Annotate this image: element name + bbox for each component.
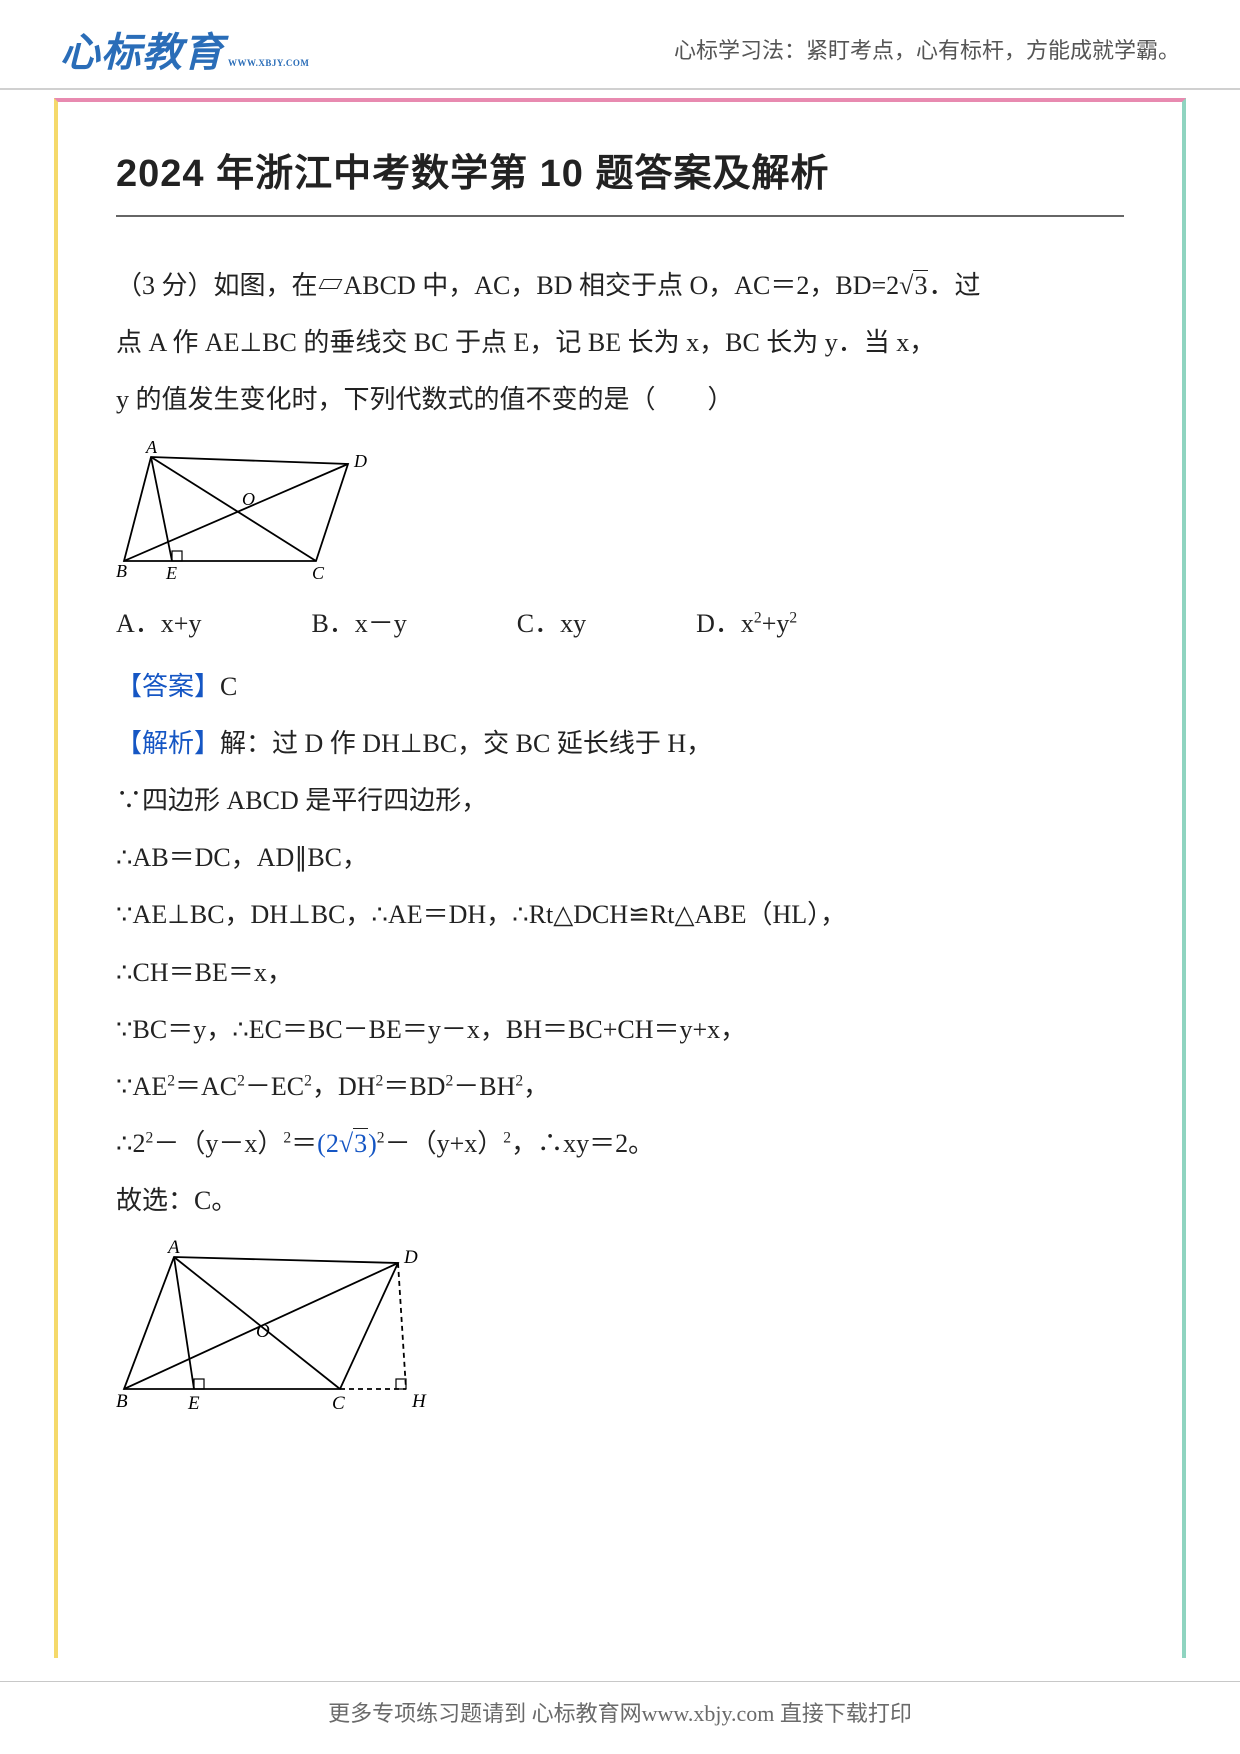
answer-label: 【答案】 — [116, 672, 220, 701]
logo-text: 心标教育 — [60, 20, 224, 78]
figure-1: A D B C E O — [116, 439, 1124, 589]
logo-url: WWW.XBJY.COM — [228, 58, 309, 68]
problem-line-3: y 的值发生变化时，下列代数式的值不变的是（ ） — [116, 371, 1124, 428]
page-footer: 更多专项练习题请到 心标教育网www.xbjy.com 直接下载打印 — [0, 1681, 1240, 1728]
solution-block: 【解析】解：过 D 作 DH⊥BC，交 BC 延长线于 H， ∵四边形 ABCD… — [116, 715, 1124, 1230]
svg-text:A: A — [166, 1239, 180, 1258]
option-d: D．x2+y2 — [696, 603, 797, 640]
parallelogram-diagram-2: A D B C E H O — [116, 1239, 436, 1414]
page-header: 心标教育 WWW.XBJY.COM 心标学习法：紧盯考点，心有标杆，方能成就学霸… — [0, 0, 1240, 90]
answer-block: 【答案】C — [116, 658, 1124, 715]
problem-line-1: （3 分）如图，在▱ABCD 中，AC，BD 相交于点 O，AC＝2，BD=23… — [116, 257, 1124, 314]
page-title: 2024 年浙江中考数学第 10 题答案及解析 — [116, 142, 1124, 217]
problem-text: （3 分）如图，在▱ABCD 中，AC，BD 相交于点 O，AC＝2，BD=23… — [116, 257, 1124, 429]
solution-line-2: ∵四边形 ABCD 是平行四边形， — [116, 772, 1124, 829]
svg-text:A: A — [145, 439, 158, 457]
solution-line-3: ∴AB＝DC，AD∥BC， — [116, 829, 1124, 886]
option-a: A．x+y — [116, 603, 201, 640]
solution-line-4: ∵AE⊥BC，DH⊥BC，∴AE＝DH，∴Rt△DCH≌Rt△ABE（HL）， — [116, 886, 1124, 943]
svg-text:O: O — [242, 489, 255, 509]
tagline-text: 心标学习法：紧盯考点，心有标杆，方能成就学霸。 — [674, 33, 1180, 65]
svg-text:E: E — [187, 1393, 200, 1414]
solution-line-5: ∴CH＝BE＝x， — [116, 944, 1124, 1001]
svg-text:H: H — [411, 1391, 427, 1412]
answer-line: 【答案】C — [116, 658, 1124, 715]
svg-text:C: C — [332, 1393, 345, 1414]
svg-text:D: D — [403, 1247, 418, 1268]
svg-text:B: B — [116, 561, 127, 581]
answer-options: A．x+y B．x－y C．xy D．x2+y2 — [116, 603, 1124, 640]
parallelogram-diagram-1: A D B C E O — [116, 439, 376, 584]
svg-text:B: B — [116, 1391, 128, 1412]
problem-line-2: 点 A 作 AE⊥BC 的垂线交 BC 于点 E，记 BE 长为 x，BC 长为… — [116, 314, 1124, 371]
solution-line-1: 【解析】解：过 D 作 DH⊥BC，交 BC 延长线于 H， — [116, 715, 1124, 772]
svg-text:O: O — [256, 1321, 270, 1342]
solution-line-6: ∵BC＝y，∴EC＝BC－BE＝y－x，BH＝BC+CH＝y+x， — [116, 1001, 1124, 1058]
option-c: C．xy — [517, 603, 586, 640]
solution-line-9: 故选：C。 — [116, 1172, 1124, 1229]
svg-text:C: C — [312, 563, 325, 583]
content-frame: 2024 年浙江中考数学第 10 题答案及解析 （3 分）如图，在▱ABCD 中… — [54, 98, 1186, 1658]
solution-label: 【解析】 — [116, 729, 220, 758]
svg-text:E: E — [165, 563, 177, 583]
solution-line-7: ∵AE2＝AC2－EC2，DH2＝BD2－BH2， — [116, 1058, 1124, 1115]
option-b: B．x－y — [311, 603, 406, 640]
svg-text:D: D — [353, 451, 367, 471]
figure-2: A D B C E H O — [116, 1239, 1124, 1419]
solution-line-8: ∴22－（y－x）2＝(23)2－（y+x）2，∴xy＝2。 — [116, 1115, 1124, 1172]
brand-logo: 心标教育 WWW.XBJY.COM — [60, 20, 309, 78]
